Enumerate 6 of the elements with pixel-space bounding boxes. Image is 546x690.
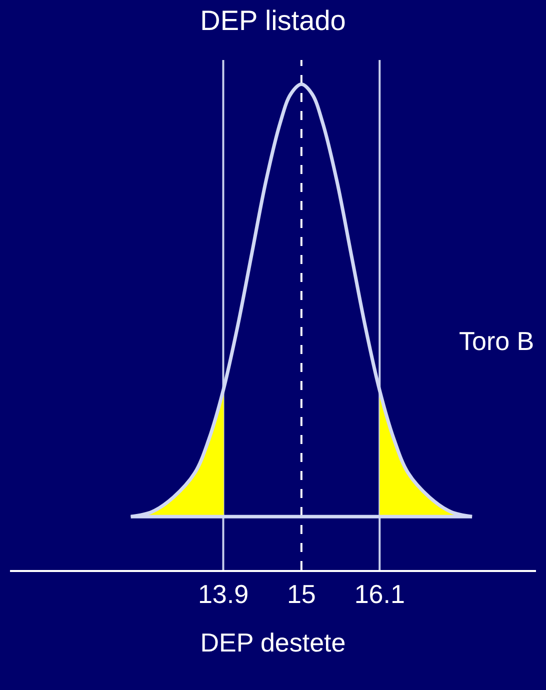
x-axis-title: DEP destete: [200, 627, 346, 658]
x-tick-label: 13.9: [198, 579, 249, 610]
x-tick-label: 16.1: [354, 579, 405, 610]
chart-title: DEP listado: [200, 4, 346, 36]
x-tick-label: 15: [286, 579, 316, 610]
annotation: Toro B: [459, 326, 534, 356]
